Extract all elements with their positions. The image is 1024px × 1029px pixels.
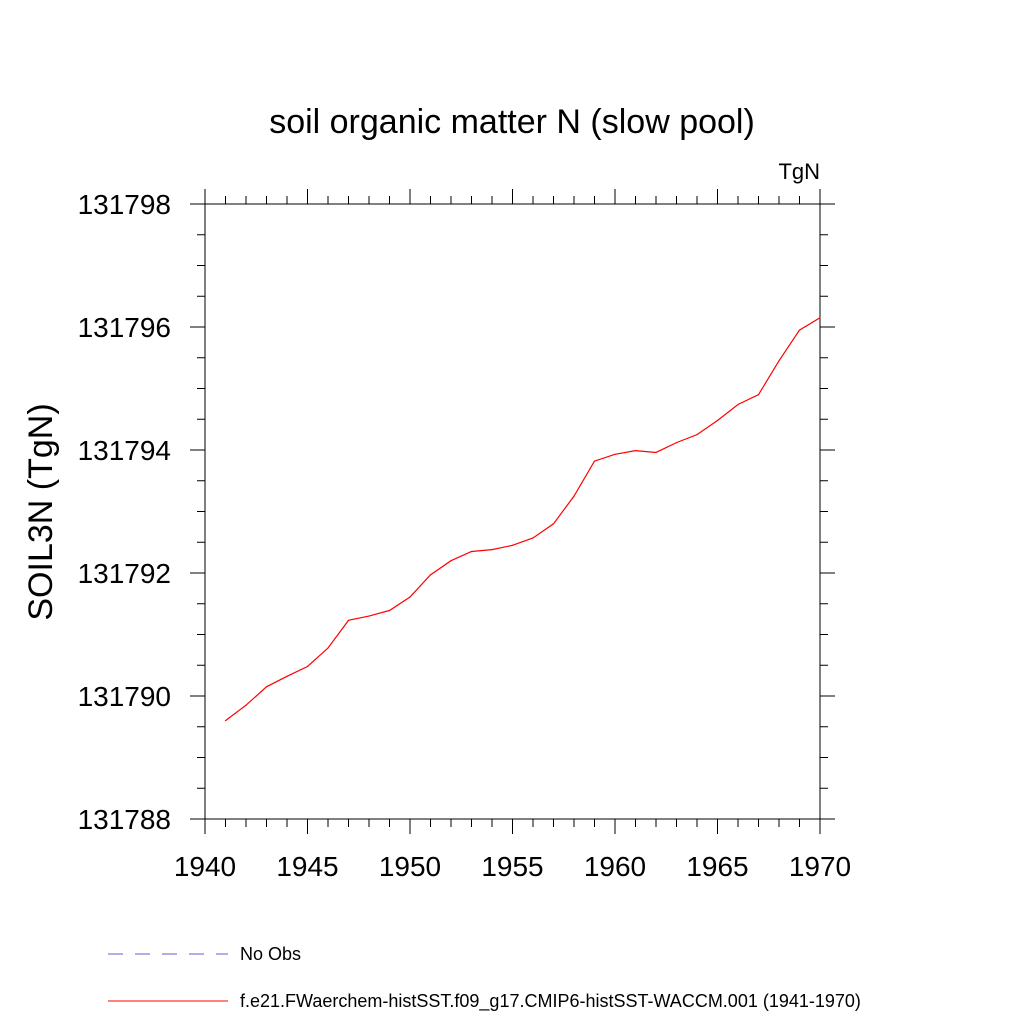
x-tick-label: 1950 <box>379 851 441 882</box>
data-point <box>347 619 350 621</box>
data-point <box>327 647 329 649</box>
data-point <box>450 560 452 562</box>
data-point <box>614 453 616 455</box>
data-point <box>491 549 493 551</box>
legend-label: f.e21.FWaerchem-histSST.f09_g17.CMIP6-hi… <box>240 991 861 1012</box>
data-point <box>737 403 739 406</box>
data-point <box>696 434 698 436</box>
y-tick-label: 131796 <box>78 312 171 343</box>
data-point <box>388 609 391 612</box>
data-point <box>511 544 514 546</box>
data-point <box>655 451 657 454</box>
units-label: TgN <box>778 159 820 184</box>
data-point <box>552 523 555 525</box>
y-tick-label: 131790 <box>78 681 171 712</box>
y-axis-label: SOIL3N (TgN) <box>22 403 60 620</box>
data-point <box>573 495 575 497</box>
series-line <box>225 317 821 722</box>
data-point <box>778 360 780 362</box>
series-lines <box>224 317 821 722</box>
y-tick-label: 131792 <box>78 558 171 589</box>
data-point <box>245 704 247 706</box>
data-point <box>634 450 637 452</box>
x-tick-label: 1940 <box>174 851 236 882</box>
data-point <box>224 720 227 722</box>
data-point <box>470 550 473 553</box>
legend-label: No Obs <box>240 944 301 964</box>
chart-title: soil organic matter N (slow pool) <box>269 103 755 141</box>
data-point <box>306 665 309 668</box>
y-tick-label: 131798 <box>78 189 171 220</box>
data-point <box>757 394 760 396</box>
data-point <box>368 615 370 617</box>
x-tick-label: 1955 <box>481 851 543 882</box>
data-point <box>798 329 801 331</box>
x-tick-label: 1945 <box>276 851 338 882</box>
x-tick-label: 1970 <box>789 851 851 882</box>
data-point <box>532 537 534 539</box>
data-point <box>265 686 268 688</box>
data-point <box>409 596 411 598</box>
x-tick-label: 1965 <box>686 851 748 882</box>
data-point <box>716 419 719 422</box>
y-tick-label: 131794 <box>78 435 171 466</box>
data-point <box>286 675 288 677</box>
data-point <box>675 442 678 444</box>
x-tick-label: 1960 <box>584 851 646 882</box>
plot-area <box>204 203 821 820</box>
data-point <box>429 574 432 576</box>
y-tick-label: 131788 <box>78 804 171 835</box>
legend: No Obs f.e21.FWaerchem-histSST.f09_g17.CM… <box>108 944 861 1012</box>
data-point <box>819 317 821 319</box>
axis-ticks: 1940 1945 1950 1955 1960 1965 1970 131788 131790… <box>78 189 851 882</box>
data-point <box>593 460 596 462</box>
